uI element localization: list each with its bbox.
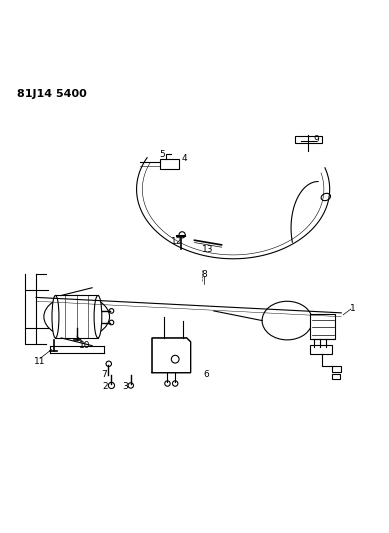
FancyBboxPatch shape <box>160 159 179 169</box>
Text: 4: 4 <box>182 154 187 163</box>
Circle shape <box>165 381 170 386</box>
Text: 2: 2 <box>103 382 109 391</box>
Ellipse shape <box>44 295 110 338</box>
Ellipse shape <box>94 295 102 338</box>
Text: 6: 6 <box>203 370 209 379</box>
Text: 10: 10 <box>79 341 90 350</box>
Circle shape <box>128 383 133 388</box>
FancyBboxPatch shape <box>310 314 335 339</box>
Ellipse shape <box>321 193 331 200</box>
Ellipse shape <box>52 295 59 338</box>
Circle shape <box>109 309 114 313</box>
Circle shape <box>172 381 178 386</box>
Text: 13: 13 <box>202 245 214 254</box>
FancyBboxPatch shape <box>310 345 331 354</box>
FancyBboxPatch shape <box>295 136 322 143</box>
Circle shape <box>109 320 114 325</box>
Circle shape <box>109 382 114 389</box>
Text: 81J14 5400: 81J14 5400 <box>17 89 87 99</box>
Text: 5: 5 <box>159 150 165 159</box>
Circle shape <box>106 361 112 367</box>
Circle shape <box>179 232 185 238</box>
Ellipse shape <box>262 301 312 340</box>
FancyBboxPatch shape <box>56 295 98 338</box>
Text: 1: 1 <box>350 304 356 313</box>
Text: 8: 8 <box>201 270 207 279</box>
Text: 7: 7 <box>101 370 107 379</box>
FancyBboxPatch shape <box>331 366 341 372</box>
Text: 11: 11 <box>34 357 46 366</box>
Circle shape <box>171 356 179 363</box>
Text: 3: 3 <box>122 382 128 391</box>
Text: 12: 12 <box>172 237 183 246</box>
FancyBboxPatch shape <box>331 375 340 379</box>
Text: 9: 9 <box>313 134 319 143</box>
Polygon shape <box>152 338 191 373</box>
